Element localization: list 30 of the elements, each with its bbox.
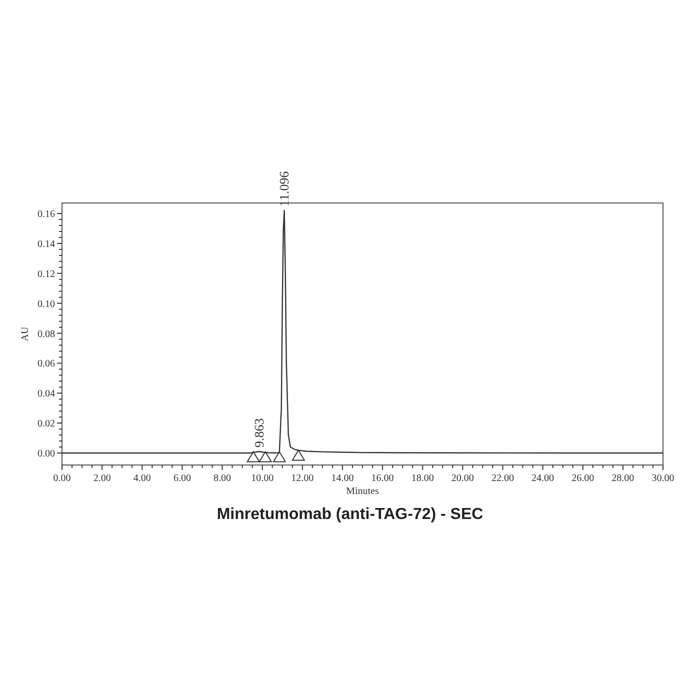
x-tick-label: 16.00 <box>371 473 394 484</box>
x-tick-label: 12.00 <box>291 473 314 484</box>
x-tick-label: 30.00 <box>652 473 674 484</box>
annotation: 9.863 <box>252 418 267 448</box>
y-tick-label: 0.04 <box>38 388 55 400</box>
y-tick-label: 0.12 <box>38 268 55 280</box>
x-tick-label: 10.00 <box>251 473 274 484</box>
x-tick-label: 8.00 <box>214 473 232 484</box>
x-tick-label: 28.00 <box>612 473 634 484</box>
y-tick-label: 0.02 <box>38 418 55 430</box>
x-tick-label: 24.00 <box>532 473 554 484</box>
x-tick-label: 14.00 <box>331 473 354 484</box>
y-tick-label: 0.14 <box>38 238 55 250</box>
y-tick-label: 0.08 <box>38 328 55 340</box>
y-tick-label: 0.10 <box>38 298 55 310</box>
y-tick-label: 0.00 <box>38 448 55 460</box>
x-tick-label: 20.00 <box>451 473 474 484</box>
x-tick-label: 0.00 <box>53 473 71 484</box>
annotation: 11.096 <box>276 170 292 206</box>
x-tick-label: 2.00 <box>93 473 111 484</box>
x-tick-label: 22.00 <box>491 473 514 484</box>
x-tick-label: 6.00 <box>173 473 191 484</box>
y-tick-label: 0.16 <box>38 208 55 220</box>
x-tick-label: 18.00 <box>411 473 434 484</box>
x-tick-label: 4.00 <box>133 473 151 484</box>
text: Minretumomab (anti-TAG-72) - SEC <box>216 506 484 523</box>
x-axis-title: Minutes <box>346 486 379 497</box>
y-tick-label: 0.06 <box>38 358 55 370</box>
y-axis-title: AU <box>20 326 31 342</box>
x-tick-label: 26.00 <box>572 473 594 484</box>
